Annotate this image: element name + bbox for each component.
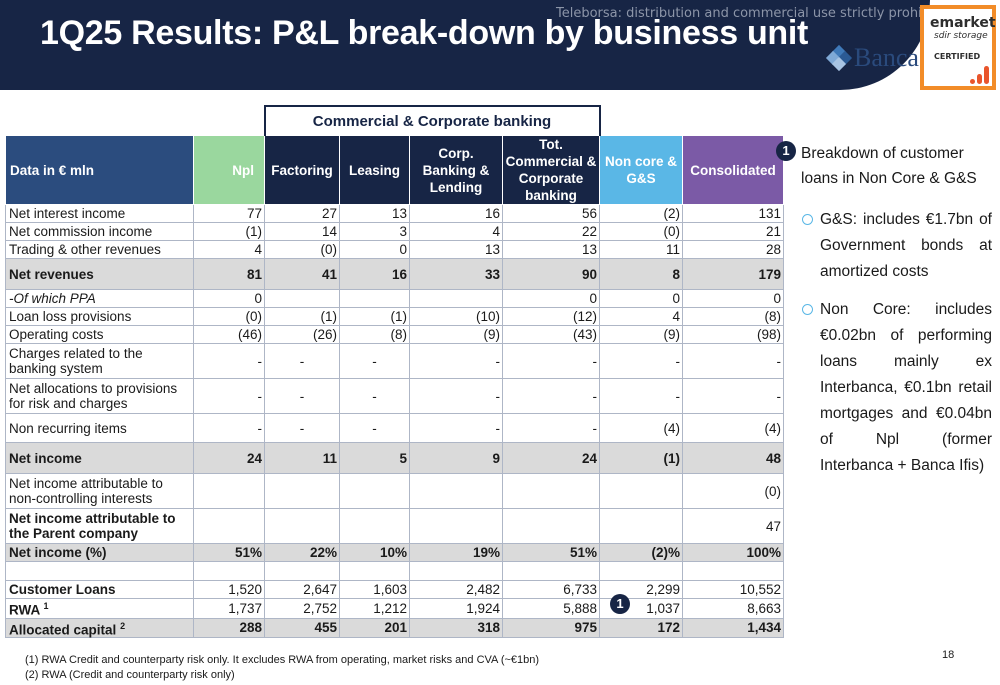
col-header-data: Data in € mln (5, 135, 194, 205)
table-row: Non recurring items - - - - - (4) (4) (5, 413, 784, 443)
table-row: Loan loss provisions (0) (1) (1) (10) (12) 4(… (5, 307, 784, 326)
banca-logo-text: Banca (854, 43, 919, 72)
footnote-1: (1) RWA Credit and counterparty risk onl… (25, 654, 540, 666)
emarket-certified-badge: emarket sdir storage CERTIFIED (920, 5, 996, 90)
table-row-subtotal: Net income (%) 51% 22% 10% 19% 51% (2)% 100% (5, 543, 784, 562)
col-header-consolidated: Consolidated (682, 135, 784, 205)
table-row: Net income attributable to non-controlli… (5, 473, 784, 509)
callout-bullet: G&S: includes €1.7bn of Government bonds… (802, 207, 992, 285)
bullet-circle-icon (802, 304, 813, 315)
table-row: Trading & other revenues 4 (0) 0 13 13 11 28 (5, 240, 784, 259)
bullet-circle-icon (802, 214, 813, 225)
table-row: Operating costs (46) (26) (8) (9) (43) (9) (98… (5, 325, 784, 344)
table-row: Net income attributable to the Parent co… (5, 508, 784, 544)
watermark-text: Teleborsa: distribution and commercial u… (556, 6, 955, 21)
col-header-tot-commercial: Tot. Commercial & Corporate banking (502, 135, 600, 205)
table-row: RWA 1 1,737 2,752 1,212 1,924 5,888 1,037 8,66… (5, 598, 784, 619)
table-row: Net commission income (1) 14 3 4 22 (0) 21 (5, 222, 784, 241)
footnotes: (1) RWA Credit and counterparty risk onl… (25, 653, 539, 683)
page-number: 18 (942, 649, 955, 661)
callout-marker: 1 (776, 141, 796, 161)
callout-bullet: Non Core: includes €0.02bn of performing… (802, 297, 992, 479)
col-header-non-core: Non core & G&S (599, 135, 683, 205)
col-header-leasing: Leasing (339, 135, 410, 205)
pl-breakdown-table: Commercial & Corporate banking Data in €… (5, 105, 784, 638)
col-header-factoring: Factoring (264, 135, 340, 205)
badge-line2: sdir storage (934, 31, 988, 41)
table-row-spacer (5, 561, 784, 581)
badge-line3: CERTIFIED (934, 52, 981, 61)
table-row-subtotal: Allocated capital 2 288 455 201 318 975 172 1,… (5, 617, 784, 638)
column-header-row: Data in € mln Npl Factoring Leasing Corp… (5, 135, 784, 205)
group-header-row: Commercial & Corporate banking (6, 105, 784, 136)
banca-logo: Banca (825, 42, 919, 74)
header-background (0, 0, 930, 90)
callout-bullets: G&S: includes €1.7bn of Government bonds… (802, 207, 992, 491)
page-title: 1Q25 Results: P&L break-down by business… (40, 14, 809, 52)
header-band: 1Q25 Results: P&L break-down by business… (0, 0, 1000, 90)
table-row: Charges related to the banking system --… (5, 343, 784, 379)
badge-bars-icon (970, 64, 990, 84)
callout-heading: Breakdown of customer loans in Non Core … (801, 145, 977, 187)
banca-logo-icon (825, 44, 853, 72)
col-header-corp-banking: Corp. Banking & Lending (409, 135, 503, 205)
badge-line1: emarket (930, 15, 996, 31)
table-row: Net allocations to provisions for risk a… (5, 378, 784, 414)
callout-marker-customer-loans: 1 (610, 594, 630, 614)
table-row-subtotal: Net revenues 81 41 16 33 90 8 179 (5, 258, 784, 290)
table-row-subtotal: Net income 24 11 5 9 24 (1) 48 (5, 442, 784, 474)
table-row: Customer Loans 1,520 2,647 1,603 2,482 6,733… (5, 580, 784, 599)
footnote-2: (2) RWA (Credit and counterparty risk on… (25, 669, 235, 681)
col-header-npl: Npl (193, 135, 265, 205)
group-header-commercial-corporate: Commercial & Corporate banking (263, 105, 601, 136)
table-row: Net interest income 77 27 13 16 56 (2) 131 (5, 204, 784, 223)
